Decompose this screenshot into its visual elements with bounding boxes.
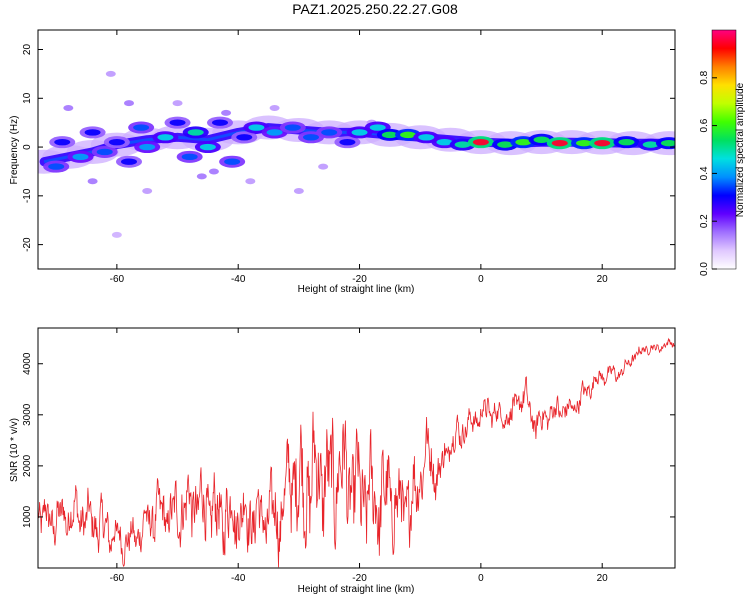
spectrum-speckle bbox=[172, 100, 183, 107]
spectrum-blob-core bbox=[418, 134, 435, 141]
x-tick-label: -60 bbox=[110, 573, 125, 584]
spectrum-blob-core bbox=[133, 124, 150, 131]
spectrum-blob-core bbox=[187, 129, 204, 136]
spectrum-blob-core bbox=[266, 129, 283, 136]
colorbar-tick-label: 0.6 bbox=[699, 118, 710, 132]
spectrum-blob-core bbox=[108, 138, 125, 146]
spectrum-blob-core bbox=[642, 141, 659, 148]
spectrum-blob-core bbox=[236, 134, 253, 141]
spectrogram-panel: -60 -40 -20 0 20 -20 -10 0 10 20 Height of strai… bbox=[9, 29, 676, 295]
colorbar-label: Normalized spectral amplitude bbox=[735, 82, 746, 217]
spectrogram-x-ticks: -60 -40 -20 0 20 bbox=[110, 30, 609, 285]
y-tick-label: 4000 bbox=[22, 352, 33, 375]
y-tick-label: 10 bbox=[22, 92, 33, 104]
colorbar-tick-label: 0.4 bbox=[699, 166, 710, 180]
spectrum-blob-core bbox=[472, 138, 489, 146]
spectrum-blob-core bbox=[454, 141, 471, 148]
spectrum-blob-core bbox=[576, 139, 592, 147]
colorbar-tick-label: 0.2 bbox=[699, 214, 710, 228]
spectrum-speckle bbox=[318, 163, 329, 170]
spectrum-blob-core bbox=[321, 129, 338, 136]
spectrogram-ylabel: Frequency (Hz) bbox=[9, 116, 20, 185]
spectrum-blob-core bbox=[157, 134, 174, 141]
snr-plot-area bbox=[38, 328, 675, 568]
spectrum-blob-core bbox=[381, 131, 398, 139]
spectrum-blob-core bbox=[400, 131, 417, 139]
colorbar-tick-label: 0.0 bbox=[699, 262, 710, 276]
spectrum-blob-core bbox=[515, 138, 532, 146]
spectrum-blob-core bbox=[284, 124, 301, 131]
spectrum-blob-core bbox=[181, 153, 198, 161]
spectrum-blob-core bbox=[497, 141, 514, 148]
y-tick-label: 2000 bbox=[22, 454, 33, 477]
spectrum-speckle bbox=[293, 187, 304, 194]
spectrum-speckle bbox=[124, 100, 134, 107]
spectrum-blob-core bbox=[551, 139, 568, 147]
spectrum-speckle bbox=[63, 105, 74, 112]
spectrum-blob-core bbox=[436, 138, 453, 146]
x-tick-label: 20 bbox=[597, 573, 609, 584]
spectrum-speckle bbox=[105, 70, 116, 77]
y-tick-label: -20 bbox=[22, 237, 33, 252]
spectrum-blob-core bbox=[121, 158, 137, 165]
spectrum-blob-core bbox=[139, 143, 156, 151]
colorbar: 0.0 0.2 0.4 0.6 0.8 Normalized spectral ampl… bbox=[699, 29, 746, 276]
y-tick-label: 3000 bbox=[22, 403, 33, 426]
spectrum-blob-core bbox=[72, 153, 89, 161]
spectrum-speckle bbox=[269, 105, 280, 112]
spectrogram-xlabel: Height of straight line (km) bbox=[298, 284, 415, 295]
chart-title: PAZ1.2025.250.22.27.G08 bbox=[292, 1, 458, 17]
spectrum-speckle bbox=[87, 178, 98, 185]
snr-panel: -60 -40 -20 0 20 1000 2000 3000 4000 Height of … bbox=[9, 327, 676, 595]
spectrum-blob-core bbox=[618, 138, 635, 146]
spectrum-speckle bbox=[196, 173, 207, 180]
spectrum-blob-core bbox=[660, 139, 675, 147]
snr-y-ticks: 1000 2000 3000 4000 bbox=[22, 352, 675, 528]
spectrogram-frame bbox=[37, 29, 676, 270]
x-tick-label: -40 bbox=[231, 274, 246, 285]
x-tick-label: -20 bbox=[352, 274, 367, 285]
spectrum-blob-core bbox=[199, 143, 216, 151]
x-tick-label: 20 bbox=[597, 274, 609, 285]
x-tick-label: -20 bbox=[352, 573, 367, 584]
spectrum-blob-core bbox=[48, 163, 65, 170]
spectrum-speckle bbox=[142, 187, 153, 194]
spectrum-speckle bbox=[111, 231, 122, 238]
x-tick-label: 0 bbox=[478, 274, 484, 285]
x-tick-label: -40 bbox=[231, 573, 246, 584]
spectrum-blob-core bbox=[303, 134, 319, 141]
spectrum-blob-core bbox=[212, 119, 228, 126]
snr-series-line bbox=[38, 337, 675, 568]
snr-xlabel: Height of straight line (km) bbox=[298, 584, 415, 595]
spectrogram-heatmap bbox=[38, 70, 675, 238]
snr-ylabel: SNR (10 * v/v) bbox=[9, 418, 20, 482]
spectrum-blob-core bbox=[533, 136, 550, 143]
spectrum-blob-core bbox=[339, 138, 356, 146]
spectrum-speckle bbox=[221, 109, 232, 116]
colorbar-tick-label: 0.8 bbox=[699, 70, 710, 84]
snr-x-ticks: -60 -40 -20 0 20 bbox=[110, 328, 609, 584]
colorbar-gradient bbox=[711, 29, 737, 270]
spectrum-blob-core bbox=[594, 139, 611, 147]
spectrum-blob-core bbox=[369, 124, 386, 131]
y-tick-label: 1000 bbox=[22, 505, 33, 528]
colorbar-ticks: 0.0 0.2 0.4 0.6 0.8 bbox=[699, 70, 717, 276]
spectrum-blob-core bbox=[169, 119, 186, 126]
x-tick-label: 0 bbox=[478, 573, 484, 584]
spectrum-blob-core bbox=[84, 129, 101, 136]
spectrum-blob-core bbox=[96, 148, 113, 156]
y-tick-label: 0 bbox=[22, 144, 33, 150]
y-tick-label: 20 bbox=[22, 44, 33, 56]
x-tick-label: -60 bbox=[110, 274, 125, 285]
spectrum-speckle bbox=[208, 168, 219, 175]
spectrum-blob-core bbox=[248, 124, 265, 131]
snr-frame bbox=[37, 327, 676, 569]
spectrum-speckle bbox=[245, 178, 256, 185]
spectrum-blob-core bbox=[224, 158, 241, 165]
spectrogram-y-ticks: -20 -10 0 10 20 bbox=[22, 44, 675, 252]
spectrum-blob-core bbox=[54, 138, 71, 146]
y-tick-label: -10 bbox=[22, 188, 33, 203]
spectrum-blob-core bbox=[351, 129, 368, 136]
